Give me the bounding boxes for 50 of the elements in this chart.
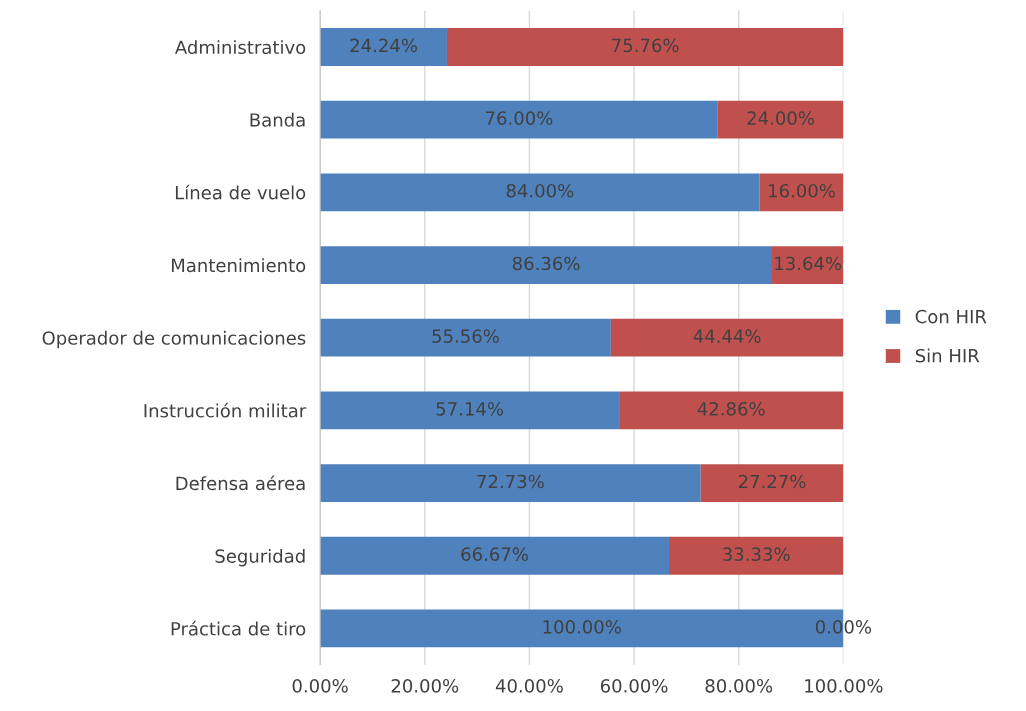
data-label: 44.44% [693,329,761,343]
y-tick-label: Operador de comunicaciones [42,330,306,349]
legend-label: Sin HIR [915,348,980,363]
x-tick-label: 20.00% [391,678,459,693]
x-tick-label: 60.00% [600,678,668,693]
bar [759,173,844,212]
x-tick-label: 40.00% [495,678,563,693]
y-tick-label: Seguridad [215,548,305,567]
data-label: 66.67% [461,547,528,561]
bar [668,536,844,575]
data-label: 72.73% [477,474,544,489]
bar [320,173,760,212]
x-tick-label: 0.00% [292,678,348,693]
data-label: 100.00% [543,620,621,634]
data-label: 24.00% [747,111,815,125]
data-label: 27.27% [738,474,806,489]
bar [610,318,844,357]
bar [717,100,844,139]
y-tick-label: Banda [250,112,305,127]
x-tick-label: 100.00% [805,678,883,693]
data-label: 76.00% [486,111,553,125]
data-label: 16.00% [769,183,835,198]
data-label: 86.36% [512,256,580,271]
bar [320,318,611,357]
bar [320,28,447,66]
bar [320,100,718,139]
data-label: 75.76% [612,38,679,53]
data-label: 57.14% [436,401,504,416]
data-label: 55.56% [432,329,499,343]
bar [320,246,772,284]
data-label: 33.33% [723,547,790,561]
y-tick-label: Línea de vuelo [175,184,306,200]
bar [619,391,844,430]
data-label: 42.86% [697,401,765,416]
data-label: 13.64% [775,256,842,271]
x-tick-label: 80.00% [705,678,773,693]
y-tick-label: Defensa aérea [176,475,305,491]
data-label: 24.24% [350,38,417,53]
y-tick-label: Mantenimiento [171,258,306,273]
bar [772,246,844,284]
bar [446,28,844,66]
y-tick-label: Administrativo [175,40,306,55]
bar [320,464,701,502]
bar [700,464,844,502]
y-tick-label: Práctica de tiro [171,620,306,636]
bar [320,536,669,575]
legend-label: Con HIR [915,309,987,324]
data-label: 84.00% [506,183,574,198]
y-tick-label: Instrucción militar [144,402,307,418]
bar [320,391,620,430]
